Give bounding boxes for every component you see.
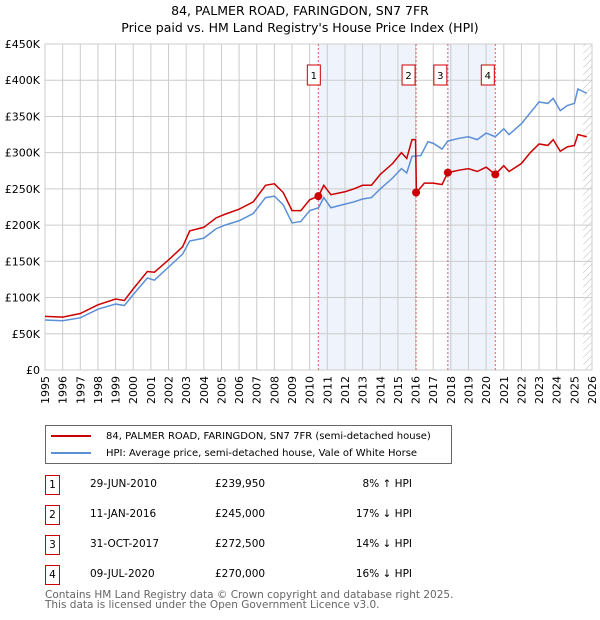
x-tick-label: 2009: [286, 376, 299, 404]
property-price-line: [44, 133, 587, 318]
sale-point: [314, 192, 323, 201]
x-tick-label: 2013: [357, 376, 370, 404]
sale-marker-box: [401, 64, 416, 86]
footer-line: Contains HM Land Registry data © Crown c…: [45, 589, 454, 601]
x-tick-label: 1999: [110, 376, 123, 404]
sale-row: 1 29-JUN-2010 £239,950 8% ↑ HPI: [45, 475, 465, 495]
sale-price: £245,000: [215, 508, 266, 520]
sale-date: 09-JUL-2020: [90, 568, 155, 580]
x-tick-label: 2002: [163, 376, 176, 404]
x-tick-label: 2010: [304, 376, 317, 404]
y-tick-label: £300K: [5, 147, 41, 160]
sale-row: 3 31-OCT-2017 £272,500 14% ↓ HPI: [45, 535, 465, 555]
x-tick-label: 2018: [445, 376, 458, 404]
x-tick-label: 2012: [339, 376, 352, 404]
x-tick-label: 2006: [233, 376, 246, 404]
x-tick-label: 2003: [180, 376, 193, 404]
x-tick-label: 2011: [321, 376, 334, 404]
x-tick-label: 1996: [57, 376, 70, 404]
x-tick-label: 2008: [268, 376, 281, 404]
x-tick-label: 2014: [374, 376, 387, 404]
price-chart: £0 £50K £100K £150K £200K £250K £300K £350K £400…: [5, 38, 599, 404]
footer: Contains HM Land Registry data © Crown c…: [45, 589, 454, 611]
hpi-line: [44, 87, 588, 322]
legend-swatch-property: [51, 435, 91, 437]
sale-marker-label: 4: [485, 71, 491, 82]
x-tick-label: 2016: [410, 376, 423, 404]
sale-point: [412, 188, 421, 197]
chart-subtitle: Price paid vs. HM Land Registry's House …: [121, 20, 479, 35]
chart-title: 84, PALMER ROAD, FARINGDON, SN7 7FR: [171, 3, 429, 18]
legend-label-property: 84, PALMER ROAD, FARINGDON, SN7 7FR (sem…: [106, 430, 431, 442]
sale-marker-label: 1: [311, 71, 317, 82]
sale-hpi-diff: 16% ↓ HPI: [355, 568, 412, 580]
sale-date: 31-OCT-2017: [90, 538, 159, 550]
x-tick-label: 2017: [427, 376, 440, 404]
x-tick-label: 2026: [586, 376, 599, 404]
sale-date: 11-JAN-2016: [90, 508, 157, 520]
x-tick-label: 1995: [39, 376, 52, 404]
x-tick-label: 1998: [92, 376, 105, 404]
x-tick-label: 2005: [215, 376, 228, 404]
x-tick-label: 2004: [198, 376, 211, 404]
sale-point: [443, 168, 452, 177]
legend: 84, PALMER ROAD, FARINGDON, SN7 7FR (sem…: [45, 425, 452, 464]
sale-row: 2 11-JAN-2016 £245,000 17% ↓ HPI: [45, 505, 465, 525]
y-tick-label: £450K: [5, 38, 41, 51]
sale-price: £272,500: [215, 538, 266, 550]
sale-price: £239,950: [215, 478, 266, 490]
sale-date: 29-JUN-2010: [90, 478, 157, 490]
y-tick-label: £100K: [5, 292, 41, 305]
y-tick-label: £50K: [12, 328, 41, 341]
x-tick-label: 2022: [515, 376, 528, 404]
x-tick-label: 2000: [127, 376, 140, 404]
sale-point: [491, 170, 500, 179]
sale-marker-label: 3: [437, 71, 443, 82]
forecast-hatch: [583, 44, 592, 370]
sale-period-shade: [447, 44, 496, 370]
y-tick-label: £350K: [5, 110, 41, 123]
sale-marker-box: [433, 64, 448, 86]
sale-price: £270,000: [215, 568, 266, 580]
x-tick-label: 1997: [74, 376, 87, 404]
sale-marker-label: 2: [405, 71, 411, 82]
y-tick-label: £0: [26, 364, 40, 377]
x-tick-label: 2007: [251, 376, 264, 404]
legend-label-hpi: HPI: Average price, semi-detached house,…: [106, 447, 418, 459]
sale-hpi-diff: 17% ↓ HPI: [355, 508, 412, 520]
x-tick-label: 2024: [551, 376, 564, 404]
sale-marker-box: [306, 64, 321, 86]
x-tick-label: 2025: [568, 376, 581, 404]
x-tick-label: 2020: [480, 376, 493, 404]
x-tick-label: 2019: [462, 376, 475, 404]
sale-marker-number: 1: [45, 475, 60, 495]
sale-hpi-diff: 14% ↓ HPI: [355, 538, 412, 550]
y-tick-label: £250K: [5, 183, 41, 196]
sale-marker-number: 3: [45, 535, 60, 555]
x-tick-label: 2001: [145, 376, 158, 404]
sale-marker-number: 4: [45, 565, 60, 585]
y-tick-label: £150K: [5, 255, 41, 268]
sale-marker-box: [480, 64, 495, 86]
y-tick-label: £200K: [5, 219, 41, 232]
legend-swatch-hpi: [51, 452, 91, 454]
sale-hpi-diff: 8% ↑ HPI: [362, 478, 412, 490]
x-tick-label: 2015: [392, 376, 405, 404]
y-tick-label: £400K: [5, 74, 41, 87]
sale-row: 4 09-JUL-2020 £270,000 16% ↓ HPI: [45, 565, 465, 585]
x-tick-label: 2021: [498, 376, 511, 404]
x-tick-label: 2023: [533, 376, 546, 404]
sale-marker-number: 2: [45, 505, 60, 525]
footer-line: This data is licensed under the Open Gov…: [45, 599, 380, 611]
